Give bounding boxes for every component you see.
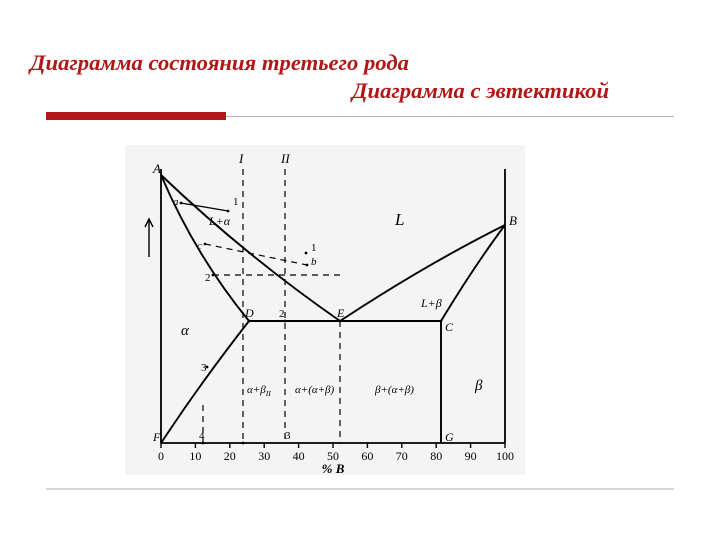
svg-text:2: 2 [205, 272, 211, 284]
phase-diagram-svg: 0102030405060708090100% BLL+αL+βαβα+βIIα… [125, 145, 525, 475]
svg-text:E: E [336, 306, 345, 320]
svg-text:20: 20 [224, 449, 236, 463]
svg-text:3: 3 [285, 430, 291, 442]
svg-text:30: 30 [258, 449, 270, 463]
svg-text:a: a [173, 196, 179, 208]
page-title-2: Диаграмма с эвтектикой [352, 78, 609, 104]
svg-text:b: b [311, 256, 317, 268]
svg-text:70: 70 [396, 449, 408, 463]
svg-text:2: 2 [279, 308, 285, 320]
svg-text:c: c [197, 240, 202, 252]
svg-text:90: 90 [465, 449, 477, 463]
svg-text:II: II [280, 151, 290, 166]
svg-text:4: 4 [199, 430, 205, 442]
svg-text:α+βII: α+βII [247, 384, 271, 398]
svg-text:80: 80 [430, 449, 442, 463]
svg-text:D: D [244, 306, 254, 320]
svg-text:α: α [181, 323, 190, 339]
svg-text:1: 1 [233, 196, 239, 208]
svg-text:β: β [474, 378, 483, 394]
svg-text:G: G [445, 430, 454, 444]
svg-text:L+β: L+β [420, 296, 442, 310]
svg-text:B: B [509, 213, 517, 228]
svg-text:β+(α+β): β+(α+β) [374, 384, 414, 396]
svg-text:100: 100 [496, 449, 514, 463]
header-rule-accent [46, 112, 226, 120]
svg-text:A: A [152, 161, 161, 176]
svg-text:3: 3 [201, 362, 207, 374]
header-rule [46, 112, 674, 122]
footer-rule [46, 488, 674, 490]
svg-text:F: F [152, 430, 161, 444]
page-title-1: Диаграмма состояния третьего рода [30, 50, 409, 76]
svg-text:C: C [445, 320, 454, 334]
svg-text:L+α: L+α [208, 214, 231, 228]
svg-text:% B: % B [322, 461, 345, 475]
svg-text:1: 1 [311, 242, 317, 254]
svg-text:α+(α+β): α+(α+β) [295, 384, 335, 396]
svg-text:60: 60 [361, 449, 373, 463]
svg-text:0: 0 [158, 449, 164, 463]
phase-diagram: 0102030405060708090100% BLL+αL+βαβα+βIIα… [125, 145, 525, 475]
header-rule-thin [226, 116, 674, 117]
svg-text:I: I [238, 151, 244, 166]
svg-text:10: 10 [189, 449, 201, 463]
svg-text:40: 40 [293, 449, 305, 463]
svg-text:L: L [394, 210, 404, 229]
